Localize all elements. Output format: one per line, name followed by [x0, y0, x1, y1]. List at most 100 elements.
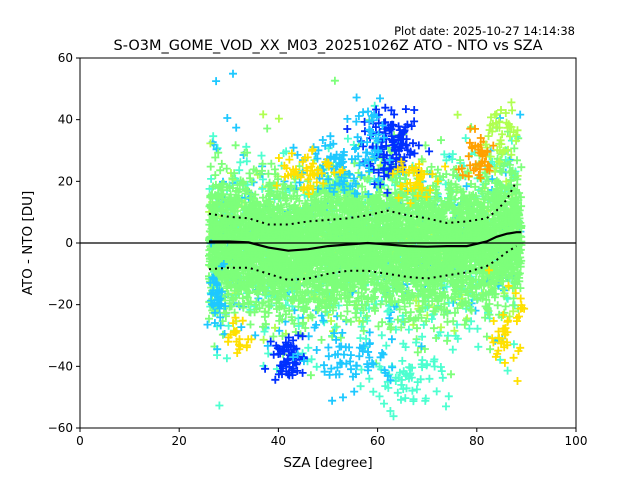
data-point	[293, 282, 302, 291]
data-point	[259, 110, 268, 119]
data-point	[513, 156, 521, 165]
data-point	[258, 184, 267, 193]
data-point	[463, 286, 472, 295]
data-point	[503, 366, 512, 375]
data-point	[314, 304, 323, 313]
data-point	[437, 323, 445, 332]
data-point	[212, 77, 221, 86]
data-point	[516, 110, 525, 119]
data-point	[228, 184, 237, 193]
data-point	[233, 181, 242, 189]
data-point	[448, 345, 457, 354]
data-point	[462, 316, 471, 325]
data-point	[509, 307, 518, 316]
data-point	[319, 316, 328, 325]
data-point	[307, 355, 316, 364]
data-point	[383, 307, 392, 316]
data-point	[433, 165, 442, 174]
data-point	[229, 69, 237, 78]
data-point	[211, 153, 220, 162]
data-point	[369, 287, 378, 296]
data-point	[251, 331, 260, 340]
data-point	[509, 340, 518, 349]
data-point	[205, 314, 213, 323]
data-point	[508, 284, 517, 293]
data-point	[289, 143, 298, 152]
data-point	[451, 308, 459, 317]
data-point	[428, 297, 437, 306]
data-point	[223, 114, 232, 122]
data-point	[462, 182, 471, 191]
data-point	[496, 355, 505, 364]
data-point	[217, 159, 226, 168]
chart-title: S-O3M_GOME_VOD_XX_M03_20251026Z ATO - NT…	[113, 38, 542, 54]
data-point	[359, 326, 368, 335]
data-point	[440, 150, 449, 159]
data-point	[362, 312, 371, 320]
data-point	[362, 334, 371, 343]
data-point	[282, 147, 291, 156]
data-point	[467, 123, 476, 132]
data-point	[429, 324, 438, 333]
data-point	[357, 322, 366, 331]
data-point	[451, 180, 460, 189]
data-point	[500, 292, 509, 301]
data-point	[474, 342, 483, 351]
data-point	[378, 318, 387, 327]
data-point	[312, 362, 321, 371]
data-point	[450, 326, 459, 335]
data-point	[473, 324, 482, 333]
data-point	[427, 162, 436, 171]
data-point	[222, 164, 231, 173]
data-point	[216, 321, 225, 330]
data-point	[207, 174, 216, 183]
data-point	[365, 374, 374, 383]
data-point	[215, 401, 224, 410]
data-point	[242, 157, 251, 166]
data-point	[236, 158, 245, 167]
data-point	[209, 132, 218, 141]
data-point	[467, 180, 475, 188]
data-point	[486, 345, 495, 354]
data-points	[203, 69, 529, 421]
data-point	[421, 141, 430, 150]
data-point	[461, 134, 470, 143]
data-point	[317, 311, 326, 320]
data-point	[264, 349, 273, 358]
data-point	[264, 169, 273, 178]
data-point	[237, 323, 246, 332]
data-point	[271, 323, 279, 332]
data-point	[453, 334, 462, 343]
data-point	[336, 311, 345, 320]
data-point	[346, 317, 355, 326]
data-point	[498, 285, 507, 293]
data-point	[460, 320, 469, 329]
data-point	[216, 166, 225, 175]
data-point	[328, 396, 337, 405]
data-point	[222, 354, 231, 363]
data-point	[206, 162, 215, 171]
data-point	[327, 317, 336, 325]
data-point	[306, 371, 315, 380]
data-point	[370, 101, 379, 110]
data-point	[447, 193, 456, 201]
data-point	[298, 349, 307, 358]
data-point	[382, 341, 391, 350]
data-point	[246, 320, 255, 329]
data-point	[466, 305, 475, 314]
data-point	[306, 311, 315, 320]
data-point	[404, 325, 413, 334]
data-point	[330, 76, 339, 85]
data-point	[214, 148, 223, 157]
data-point	[377, 331, 386, 340]
data-point	[263, 341, 272, 350]
data-point	[395, 305, 404, 314]
data-point	[312, 320, 321, 329]
data-point	[493, 301, 502, 310]
data-point	[453, 304, 462, 313]
data-point	[304, 343, 313, 352]
data-point	[501, 302, 510, 311]
data-point	[211, 171, 220, 180]
data-point	[443, 336, 452, 345]
